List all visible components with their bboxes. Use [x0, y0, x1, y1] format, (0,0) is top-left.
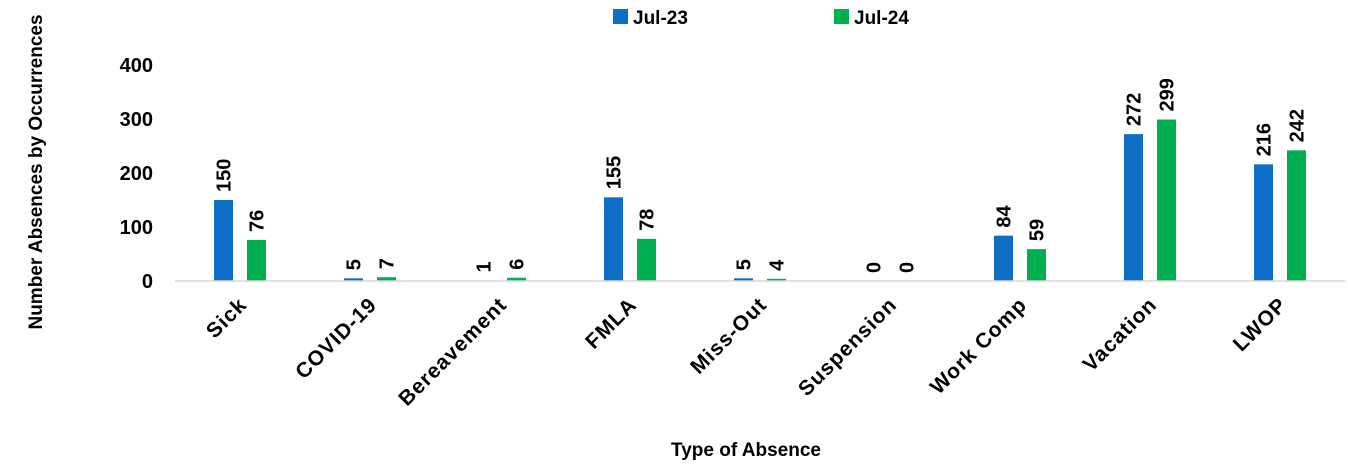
bar-jul-24-sick [247, 239, 266, 281]
legend-swatch-jul-23 [613, 9, 628, 24]
data-label-jul-24-miss-out: 4 [767, 259, 789, 271]
legend-label-jul-24: Jul-24 [854, 8, 909, 29]
x-tick-label-covid-19: COVID-19 [291, 293, 381, 383]
data-label-jul-24-lwop: 242 [1287, 109, 1309, 142]
bar-jul-23-work-comp [994, 235, 1013, 281]
data-label-jul-24-sick: 76 [247, 210, 269, 232]
data-label-jul-24-fmla: 78 [637, 209, 659, 231]
data-label-jul-23-fmla: 155 [604, 156, 626, 189]
bar-jul-23-lwop [1254, 164, 1273, 281]
legend-label-jul-23: Jul-23 [633, 8, 688, 29]
y-axis: 0 100 200 300 400 [120, 55, 153, 293]
bar-jul-23-covid-19 [344, 278, 363, 281]
y-tick-label: 100 [120, 217, 153, 239]
bar-jul-23-vacation [1124, 134, 1143, 281]
data-label-jul-23-lwop: 216 [1254, 123, 1276, 156]
data-label-jul-23-vacation: 272 [1124, 93, 1146, 126]
data-label-jul-23-suspension: 0 [864, 262, 886, 273]
data-label-jul-24-bereavement: 6 [507, 259, 529, 270]
bar-jul-24-fmla [637, 238, 656, 281]
chart-legend: Jul-23 Jul-24 [613, 8, 909, 29]
data-label-jul-24-covid-19: 7 [377, 258, 399, 269]
x-axis: Sick COVID-19 Bereavement FMLA Miss-Out Suspe… [175, 280, 1345, 411]
data-label-jul-23-covid-19: 5 [344, 259, 366, 270]
bar-jul-24-work-comp [1027, 249, 1046, 281]
x-tick-label-vacation: Vacation [1079, 293, 1162, 376]
bar-jul-24-bereavement [507, 277, 526, 281]
bar-jul-23-sick [214, 200, 233, 281]
data-label-jul-24-work-comp: 59 [1027, 219, 1049, 241]
bar-jul-24-covid-19 [377, 277, 396, 281]
data-label-jul-23-bereavement: 1 [474, 261, 496, 272]
bar-jul-24-miss-out [767, 278, 786, 281]
x-axis-title: Type of Absence [671, 440, 821, 461]
x-tick-label-lwop: LWOP [1229, 293, 1292, 356]
bar-jul-24-vacation [1157, 119, 1176, 281]
y-tick-label: 0 [142, 271, 153, 293]
x-tick-label-fmla: FMLA [581, 293, 641, 353]
y-axis-title: Number Absences by Occurrences [26, 14, 47, 329]
x-tick-label-sick: Sick [202, 293, 252, 343]
x-tick-label-suspension: Suspension [794, 293, 902, 401]
data-label-jul-24-suspension: 0 [897, 262, 919, 273]
data-label-jul-23-work-comp: 84 [994, 205, 1016, 228]
y-tick-label: 200 [120, 163, 153, 185]
x-tick-label-work-comp: Work Comp [926, 293, 1032, 399]
data-label-jul-23-miss-out: 5 [734, 259, 756, 270]
y-tick-label: 400 [120, 55, 153, 77]
x-tick-label-bereavement: Bereavement [394, 293, 511, 410]
bar-jul-24-lwop [1287, 150, 1306, 281]
data-label-jul-23-sick: 150 [214, 159, 236, 192]
data-label-jul-24-vacation: 299 [1157, 78, 1179, 111]
bar-jul-23-fmla [604, 197, 623, 281]
y-tick-label: 300 [120, 109, 153, 131]
bar-jul-23-miss-out [734, 278, 753, 281]
legend-swatch-jul-24 [834, 9, 849, 24]
x-tick-label-miss-out: Miss-Out [686, 293, 771, 378]
